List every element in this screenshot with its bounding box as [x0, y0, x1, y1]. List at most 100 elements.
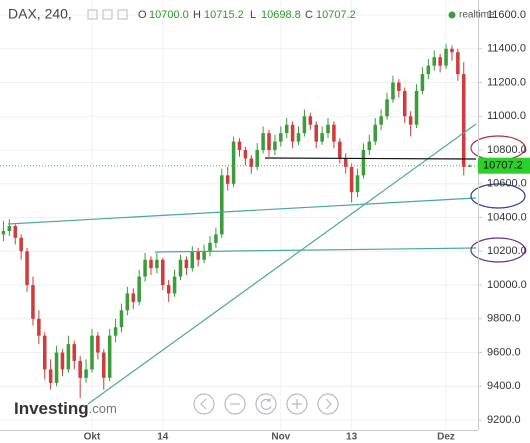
- candle-body: [361, 150, 366, 176]
- candle-body: [450, 48, 454, 53]
- candle-body: [314, 124, 318, 142]
- reset[interactable]: [255, 393, 277, 415]
- trendline: [154, 247, 477, 253]
- candle-body: [1, 231, 6, 235]
- candle-body: [113, 327, 118, 336]
- candle-body: [96, 335, 100, 353]
- header-icons[interactable]: [87, 9, 128, 20]
- candle-body: [461, 74, 466, 167]
- candle-body: [78, 360, 82, 378]
- y-tick-label: 9400.0: [487, 380, 521, 392]
- candle-body: [202, 251, 206, 260]
- brand-name: Investing: [14, 399, 89, 418]
- candle-body: [367, 141, 372, 151]
- trendline: [264, 157, 477, 160]
- candle-body: [420, 74, 425, 91]
- candle-body: [125, 293, 130, 311]
- candle-body: [72, 344, 77, 361]
- candle-body: [13, 225, 18, 238]
- candle-body: [42, 335, 47, 370]
- candle-body: [60, 352, 65, 370]
- last-price-tag: [478, 157, 530, 174]
- ohlc-value: 10698.8: [261, 9, 301, 21]
- y-tick-label: 10800.0: [487, 144, 527, 156]
- candle-body: [249, 158, 254, 167]
- candle-body: [161, 259, 165, 286]
- realtime-label: realtime: [459, 10, 495, 21]
- candle-body: [90, 335, 94, 370]
- brand-suffix: .com: [89, 401, 117, 416]
- candle-body: [31, 285, 35, 319]
- candle-body: [66, 344, 71, 370]
- candle-body: [426, 65, 431, 75]
- candle-body: [444, 48, 448, 66]
- y-tick-label: 10000.0: [487, 279, 527, 291]
- candle-body: [338, 141, 342, 159]
- ohlc-key: H: [193, 9, 201, 21]
- candle-body: [414, 90, 419, 125]
- y-tick-label: 9800.0: [487, 313, 521, 325]
- candle-body: [231, 141, 236, 184]
- candle-body: [302, 116, 307, 134]
- candle-body: [290, 124, 295, 142]
- candle-body: [379, 116, 383, 125]
- candle-body: [208, 242, 212, 252]
- zoom-controls[interactable]: [193, 393, 339, 415]
- y-tick-label: 11600.0: [487, 9, 526, 21]
- candle-body: [261, 133, 265, 151]
- icon[interactable]: [117, 9, 128, 20]
- candle-body: [320, 133, 324, 142]
- annotation-ellipse: [470, 183, 526, 209]
- candle-body: [7, 225, 12, 232]
- candle-body: [190, 251, 195, 269]
- candle-body: [284, 124, 289, 134]
- drawings: [7, 123, 526, 405]
- candle-body: [349, 166, 354, 193]
- symbol: DAX, 240,: [8, 6, 72, 22]
- zoom-in[interactable]: [286, 393, 308, 415]
- candle-body: [102, 352, 106, 378]
- candles: [0, 43, 478, 399]
- icon: [292, 399, 302, 409]
- candle-body: [178, 259, 183, 277]
- trendline: [7, 197, 477, 225]
- candle-body: [243, 150, 248, 159]
- candle-body: [432, 57, 437, 66]
- candle-body: [385, 99, 389, 117]
- candle-body: [456, 52, 460, 75]
- candle-body: [273, 141, 277, 151]
- icon: [325, 398, 332, 410]
- scroll-right[interactable]: [317, 393, 339, 415]
- icon: [200, 398, 207, 410]
- candle-body: [355, 175, 360, 193]
- candle-body: [166, 285, 171, 294]
- x-tick-label: 13: [346, 432, 358, 443]
- brand: Investing.com: [14, 399, 117, 418]
- candle-body: [308, 116, 313, 125]
- annotation-ellipse: [470, 237, 526, 263]
- candle-body: [184, 259, 189, 269]
- candle-body: [149, 259, 153, 269]
- candle-body: [155, 259, 159, 269]
- candle-body: [343, 158, 348, 167]
- x-tick-label: Okt: [84, 432, 101, 443]
- scroll-left[interactable]: [193, 393, 215, 415]
- y-tick-label: 11200.0: [487, 76, 526, 88]
- candle-body: [373, 124, 377, 142]
- candle-body: [225, 175, 230, 184]
- candle-body: [279, 133, 283, 142]
- icon[interactable]: [87, 9, 98, 20]
- icon[interactable]: [102, 9, 113, 20]
- candle-body: [391, 82, 395, 100]
- candle-body: [397, 82, 401, 91]
- axes: 9200.0 9400.0 9600.0 9800.0 10000.0 10200.0 10…: [84, 9, 530, 443]
- trendline: [87, 123, 477, 405]
- candle-body: [19, 237, 23, 252]
- candle-body: [267, 133, 271, 151]
- candle-body: [326, 124, 330, 134]
- zoom-out[interactable]: [224, 393, 246, 415]
- ohlc-value: 10715.2: [204, 9, 244, 21]
- candle-body: [237, 141, 242, 151]
- icon: [260, 398, 272, 410]
